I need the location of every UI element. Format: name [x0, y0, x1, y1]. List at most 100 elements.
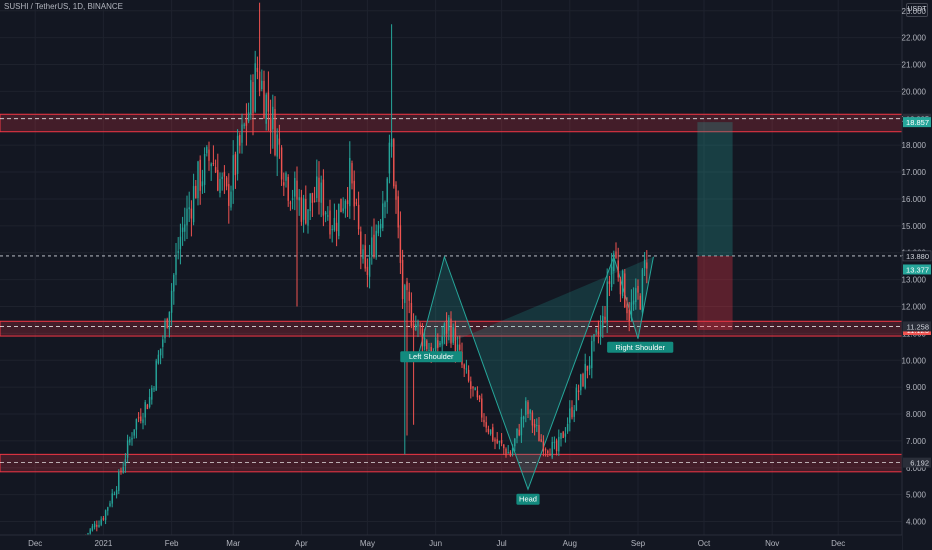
candle-up — [320, 182, 322, 203]
x-axis-tick-label[interactable]: Dec — [831, 539, 845, 548]
price-axis-label-background[interactable] — [902, 250, 932, 262]
x-axis-tick-label[interactable]: Jul — [496, 539, 506, 548]
candle-up — [203, 154, 206, 185]
candle-down — [263, 80, 265, 119]
candle-down — [120, 470, 122, 472]
candle-down — [496, 439, 498, 444]
candle-up — [87, 533, 89, 536]
y-axis-tick-label[interactable]: 16.000 — [902, 195, 927, 204]
candle-down — [637, 286, 639, 293]
y-axis-tick-label[interactable]: 21.000 — [902, 61, 927, 70]
y-axis-tick-label[interactable]: 18.000 — [902, 141, 927, 150]
candle-down — [278, 138, 281, 145]
x-axis-tick-label[interactable]: Apr — [295, 539, 308, 548]
candle-up — [551, 441, 553, 458]
y-axis-tick-label[interactable]: 20.000 — [902, 87, 927, 96]
pattern-label-text[interactable]: Head — [519, 495, 537, 504]
candle-down — [311, 193, 314, 203]
support-resistance-zone[interactable] — [0, 453, 903, 473]
candle-up — [595, 329, 597, 333]
candle-up — [643, 259, 646, 269]
candle-up — [307, 209, 309, 226]
y-axis-tick-label[interactable]: 5.000 — [906, 491, 927, 500]
y-axis-tick-label[interactable]: 6.000 — [906, 464, 927, 473]
pattern-label-background[interactable] — [516, 493, 540, 505]
x-axis-tick-label[interactable]: 2021 — [95, 539, 113, 548]
candle-up — [302, 198, 305, 220]
candle-down — [487, 428, 490, 433]
candle-up — [118, 471, 120, 491]
x-axis-tick-label[interactable]: Sep — [631, 539, 646, 548]
price-axis-label-background[interactable] — [903, 457, 931, 468]
y-axis-tick-label[interactable]: 10.000 — [902, 356, 927, 365]
y-axis-tick-label[interactable]: 13.000 — [902, 276, 927, 285]
candle-up — [498, 441, 501, 443]
y-axis-tick-label[interactable]: 9.000 — [906, 383, 927, 392]
candle-up — [331, 229, 333, 231]
y-axis-tick-label[interactable]: 4.000 — [906, 518, 927, 527]
pattern-label-background[interactable] — [400, 351, 463, 363]
price-axis-label[interactable]: 18.857 — [906, 118, 929, 127]
y-axis-tick-label[interactable]: 12.000 — [902, 302, 927, 311]
x-axis-tick-label[interactable]: Mar — [226, 539, 240, 548]
candle-up — [148, 397, 151, 408]
candle-down — [646, 262, 648, 269]
candle-up — [298, 197, 300, 201]
candle-down — [408, 291, 410, 301]
candle-up — [375, 230, 377, 258]
pattern-label-text[interactable]: Left Shoulder — [409, 352, 454, 361]
long-position-target-area[interactable] — [697, 122, 733, 256]
currency-unit-badge[interactable]: USDT — [906, 3, 928, 17]
x-axis-tick-label[interactable]: Feb — [165, 539, 179, 548]
x-axis-tick-label[interactable]: Oct — [698, 539, 711, 548]
price-axis-label[interactable]: 13.880 — [906, 252, 929, 261]
candle-down — [166, 318, 168, 328]
candle-up — [186, 208, 188, 226]
head-and-shoulders-pattern-fill[interactable] — [418, 256, 654, 490]
candle-up — [342, 208, 344, 212]
candle-down — [527, 402, 529, 415]
price-axis-label-background[interactable] — [903, 117, 931, 128]
price-axis-label-background[interactable] — [903, 321, 931, 332]
candle-up — [382, 203, 384, 228]
x-axis-tick-label[interactable]: May — [360, 539, 375, 548]
candle-down — [412, 323, 415, 331]
x-axis-tick-label[interactable]: Dec — [28, 539, 42, 548]
y-axis-tick-label[interactable]: 7.000 — [906, 437, 927, 446]
price-axis-label[interactable]: 11.258 — [907, 322, 929, 331]
candle-down — [494, 439, 496, 442]
x-axis-tick-label[interactable]: Aug — [563, 539, 577, 548]
candle-down — [357, 204, 360, 230]
candle-down — [445, 320, 448, 334]
candle-up — [602, 315, 604, 328]
candle-up — [93, 523, 96, 528]
candle-up — [173, 274, 175, 292]
candle-down — [454, 328, 457, 355]
y-axis-tick-label[interactable]: 22.000 — [902, 34, 927, 43]
candle-down — [549, 453, 551, 456]
pattern-label-background[interactable] — [607, 341, 674, 353]
candle-down — [399, 225, 402, 263]
pattern-label-text[interactable]: Right Shoulder — [615, 343, 665, 352]
support-resistance-zone[interactable] — [0, 113, 903, 133]
candle-up — [566, 423, 569, 432]
candle-down — [542, 441, 545, 452]
candle-down — [485, 422, 487, 428]
candle-up — [247, 112, 250, 122]
price-axis-label[interactable]: 6.192 — [910, 459, 929, 468]
x-axis-tick-label[interactable]: Jun — [429, 539, 442, 548]
price-axis-label[interactable]: 13.377 — [906, 265, 929, 274]
long-position-stop-area[interactable] — [697, 255, 733, 331]
head-and-shoulders-pattern-outline[interactable] — [417, 255, 654, 491]
y-axis-tick-label[interactable]: 23.000 — [902, 7, 927, 16]
y-axis-tick-label[interactable]: 17.000 — [902, 168, 927, 177]
candle-down — [437, 340, 439, 348]
y-axis-tick-label[interactable]: 8.000 — [906, 410, 927, 419]
candle-up — [265, 94, 267, 124]
y-axis-tick-label[interactable]: 15.000 — [902, 222, 927, 231]
x-axis-tick-label[interactable]: Nov — [765, 539, 779, 548]
candle-up — [584, 363, 586, 388]
price-axis-label-background[interactable] — [903, 264, 931, 275]
candle-up — [591, 341, 593, 368]
